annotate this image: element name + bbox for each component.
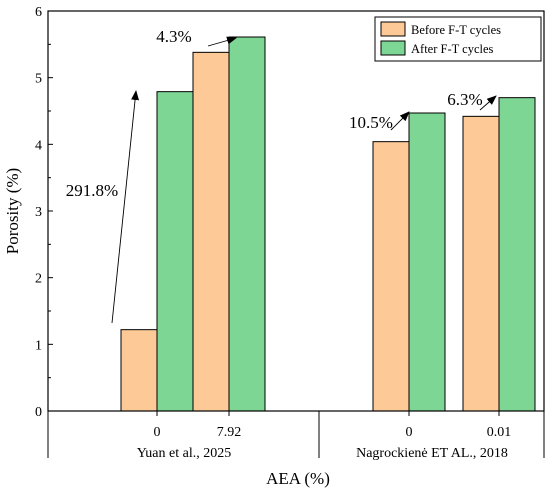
bars-layer bbox=[120, 36, 536, 412]
y-tick-label-3: 3 bbox=[35, 205, 42, 220]
bar-after-2 bbox=[408, 112, 446, 412]
legend-label-1: After F-T cycles bbox=[411, 42, 494, 56]
legend: Before F-T cycles After F-T cycles bbox=[374, 16, 542, 62]
annotation-label-0: 291.8% bbox=[66, 181, 118, 200]
y-tick-label-6: 6 bbox=[35, 5, 42, 20]
annotation-arrow-3 bbox=[479, 95, 497, 111]
bar-before-3 bbox=[462, 115, 500, 412]
y-tick-label-0: 0 bbox=[35, 405, 42, 420]
legend-swatch-1 bbox=[380, 40, 406, 56]
group-label-1: Nagrockienė ET AL., 2018 bbox=[356, 446, 508, 461]
annotations-layer: 291.8% 4.3% 10.5% 6.3% bbox=[66, 27, 497, 324]
y-tick-label-5: 5 bbox=[35, 72, 42, 87]
x-tick-label-1: 7.92 bbox=[217, 425, 242, 440]
annotation-arrow-2 bbox=[390, 111, 410, 131]
bar-after-0 bbox=[156, 91, 194, 412]
y-tick-label-2: 2 bbox=[35, 272, 42, 287]
bar-after-1 bbox=[228, 36, 266, 412]
bar-before-0 bbox=[120, 329, 158, 412]
annotation-label-3: 6.3% bbox=[447, 90, 482, 109]
y-tick-label-4: 4 bbox=[35, 138, 42, 153]
x-tick-label-3: 0.01 bbox=[487, 425, 512, 440]
annotation-label-1: 4.3% bbox=[156, 27, 191, 46]
x-tick-label-2: 0 bbox=[406, 425, 413, 440]
bar-before-1 bbox=[192, 51, 230, 412]
legend-label-0: Before F-T cycles bbox=[411, 23, 501, 37]
annotation-label-2: 10.5% bbox=[349, 113, 393, 132]
bar-before-2 bbox=[372, 141, 410, 412]
y-axis-title: Porosity (%) bbox=[3, 168, 22, 254]
y-tick-label-1: 1 bbox=[35, 338, 42, 353]
group-label-0: Yuan et al., 2025 bbox=[137, 446, 231, 461]
bar-after-3 bbox=[498, 97, 536, 412]
annotation-arrow-1 bbox=[207, 36, 237, 47]
axes-layer: 0 1 2 3 4 5 6 0 7.92 0 0.01 Yuan et al., 2025 Nagroc… bbox=[35, 5, 545, 461]
x-tick-label-0: 0 bbox=[154, 425, 161, 440]
annotation-arrow-0 bbox=[111, 90, 140, 324]
legend-swatch-0 bbox=[380, 21, 406, 37]
x-axis-title: AEA (%) bbox=[266, 469, 330, 488]
